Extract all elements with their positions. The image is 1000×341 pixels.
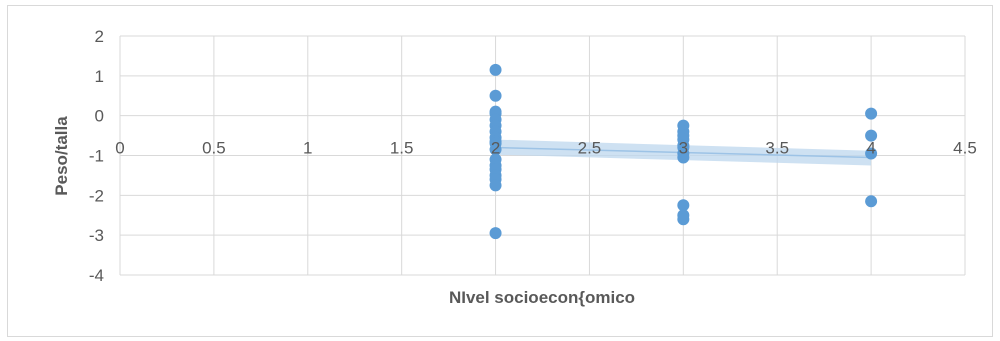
data-point: [865, 147, 878, 160]
data-points: [489, 63, 878, 240]
data-point: [489, 179, 502, 192]
data-point: [489, 63, 502, 76]
data-point: [489, 143, 502, 156]
data-point: [489, 227, 502, 240]
y-tick-label: 1: [95, 67, 104, 86]
y-tick-label: -3: [89, 226, 104, 245]
x-tick-label: 1.5: [390, 139, 414, 158]
x-tick-label: 0.5: [202, 139, 226, 158]
x-tick-label: 1: [303, 139, 312, 158]
grid: [119, 35, 966, 276]
data-point: [677, 151, 690, 164]
y-tick-label: -4: [89, 266, 104, 285]
y-axis-title: Peso/talla: [52, 116, 71, 196]
y-tick-label: 0: [95, 107, 104, 126]
x-tick-label: 0: [115, 139, 124, 158]
data-point: [677, 213, 690, 226]
data-point: [677, 199, 690, 212]
x-tick-label: 2: [491, 139, 500, 158]
data-point: [865, 195, 878, 208]
x-tick-label: 3: [679, 139, 688, 158]
data-point: [677, 139, 690, 152]
y-tick-labels: 2 1 0 -1 -2 -3 -4: [89, 27, 104, 285]
x-axis-title: NIvel socioecon{omico: [449, 288, 635, 307]
data-point: [489, 89, 502, 102]
x-tick-label: 4: [866, 139, 875, 158]
x-tick-label: 4.5: [953, 139, 977, 158]
data-point: [865, 107, 878, 120]
data-point: [865, 129, 878, 142]
x-tick-label: 3.5: [765, 139, 789, 158]
x-tick-labels: 0 0.5 1 1.5 2 2.5 3 3.5 4 4.5: [115, 139, 977, 158]
x-tick-label: 2.5: [578, 139, 602, 158]
y-tick-label: -2: [89, 186, 104, 205]
y-tick-label: 2: [95, 27, 104, 46]
y-tick-label: -1: [89, 147, 104, 166]
